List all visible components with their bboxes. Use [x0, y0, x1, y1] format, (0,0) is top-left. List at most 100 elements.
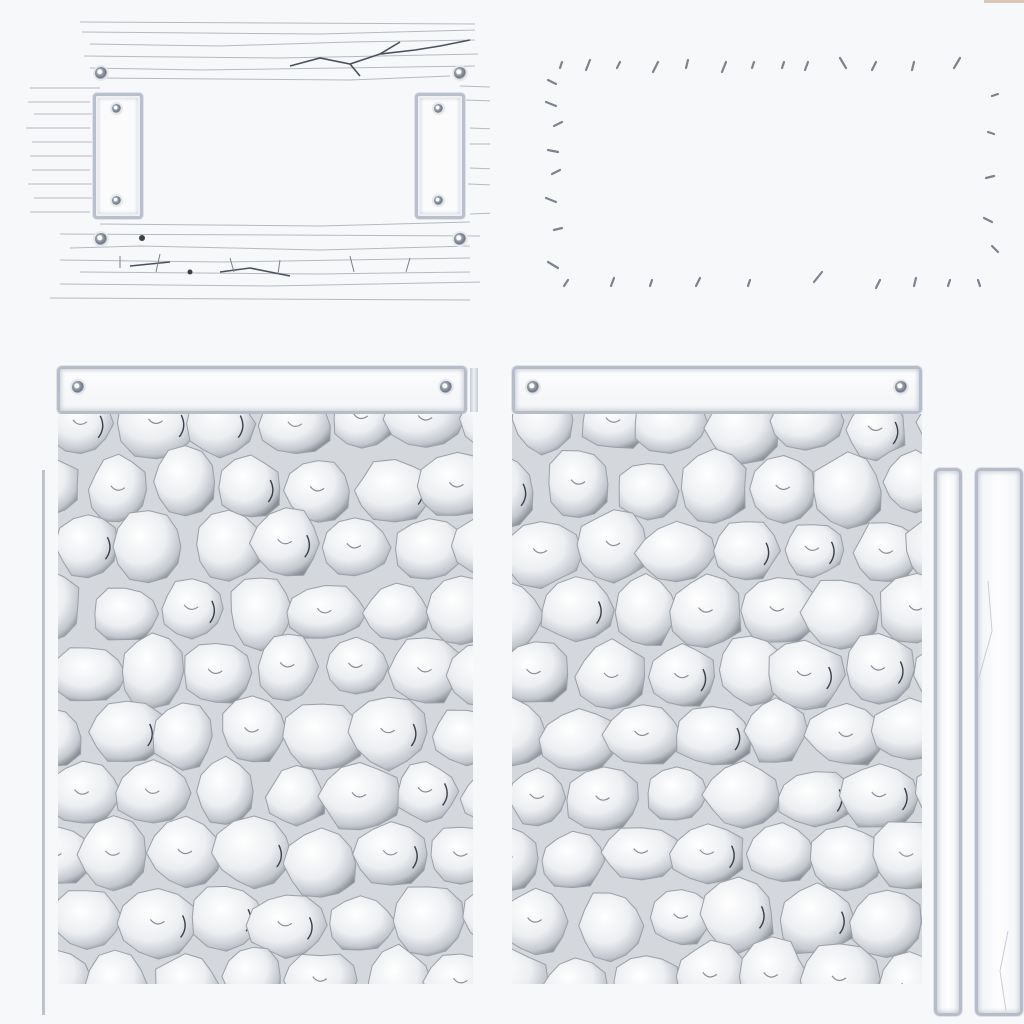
stone-crack [870, 665, 886, 671]
vertical-bar-narrow [934, 468, 962, 1016]
stitch-mark-icon [558, 60, 564, 70]
stone-icon [649, 889, 715, 946]
stone-icon [879, 951, 922, 984]
stone-crack [144, 788, 160, 794]
stone-crack [180, 915, 186, 938]
stone-icon [286, 585, 368, 639]
rivet-icon [434, 196, 443, 205]
stone-icon [913, 653, 922, 693]
stone-crack [267, 479, 274, 503]
stone-crack [316, 607, 332, 614]
stone-crack [148, 418, 163, 425]
stone-icon [462, 893, 473, 936]
stone-icon [392, 886, 465, 957]
stone-crack [244, 727, 259, 733]
stone-icon [257, 414, 331, 454]
stone-icon [112, 510, 182, 584]
stone-icon [512, 827, 539, 891]
stone-icon [648, 643, 715, 707]
stone-icon [576, 509, 649, 584]
stone-crack [729, 845, 735, 869]
stone-crack [448, 482, 464, 488]
stone-crack [734, 727, 741, 751]
stone-crack [104, 536, 111, 560]
rivet-icon [454, 67, 466, 79]
stone-icon [347, 696, 428, 772]
stone-icon [845, 414, 906, 462]
stone-icon [512, 767, 567, 827]
stone-crack [209, 600, 216, 624]
vertical-bar-wide [975, 468, 1023, 1016]
stone-icon [882, 449, 922, 514]
stone-icon [813, 451, 882, 530]
stone-icon [152, 702, 213, 771]
rivet-icon [95, 233, 107, 245]
rivet-icon [440, 381, 452, 393]
stone-icon [675, 939, 748, 984]
stone-icon [849, 889, 922, 959]
stone-icon [713, 521, 781, 581]
stone-icon [784, 524, 845, 579]
stone-icon [778, 771, 852, 828]
rivet-icon [434, 104, 443, 113]
stone-icon [382, 414, 465, 448]
stone-icon [669, 573, 742, 649]
stone-icon [430, 826, 473, 885]
stone-crack [304, 534, 311, 558]
stone-icon [88, 700, 165, 762]
stone-icon [680, 448, 747, 524]
stone-icon [634, 414, 709, 454]
stone-crack [520, 483, 527, 507]
stone-icon [422, 953, 473, 984]
stone-crack [412, 845, 418, 869]
stone-crack [417, 666, 432, 673]
stone-icon [512, 887, 569, 956]
stone-crack [898, 851, 914, 857]
stone-icon [701, 760, 780, 829]
stone-icon [676, 706, 752, 766]
stone-crack [277, 920, 293, 927]
stone-crack [603, 672, 619, 678]
stone-crack [828, 541, 835, 565]
stone-crack [105, 850, 120, 856]
stone-icon [613, 955, 680, 984]
stone-crack [237, 415, 244, 439]
stone-crack [769, 606, 785, 612]
stone-icon [352, 821, 428, 886]
stone-icon [512, 697, 547, 767]
marble-vein-lines [978, 580, 1009, 1011]
stone-icon [58, 414, 473, 984]
stone-crack [207, 668, 223, 675]
stone-crack [417, 787, 433, 793]
corner-tab [984, 0, 1024, 3]
stone-icon [846, 633, 915, 705]
stone-icon [367, 943, 433, 984]
stone-icon [76, 815, 147, 892]
stone-icon [743, 697, 809, 763]
stone-crack [346, 543, 362, 549]
rivet-icon [72, 381, 84, 393]
stone-icon [512, 458, 534, 528]
stone-icon [633, 520, 717, 583]
metal-bar-left [57, 366, 467, 414]
stone-icon [459, 779, 473, 818]
stone-icon [361, 582, 431, 641]
left-edge-strip [42, 470, 45, 1015]
stone-icon [416, 451, 473, 516]
stone-icon [432, 709, 473, 767]
stone-icon [58, 647, 127, 702]
stone-crack [147, 723, 153, 747]
stone-icon [58, 950, 93, 984]
stone-icon [222, 695, 288, 763]
stone-icon [283, 953, 358, 984]
cobblestone-wall-right [512, 414, 922, 984]
stone-crack [410, 723, 417, 747]
stone-crack [526, 668, 541, 675]
bracket-icon [415, 93, 465, 219]
bracket-icon [93, 93, 143, 219]
stone-icon [325, 636, 390, 695]
stone-crack [633, 848, 649, 854]
stone-icon [739, 936, 810, 984]
stone-crack [452, 851, 468, 857]
metal-bar-right [512, 366, 922, 414]
